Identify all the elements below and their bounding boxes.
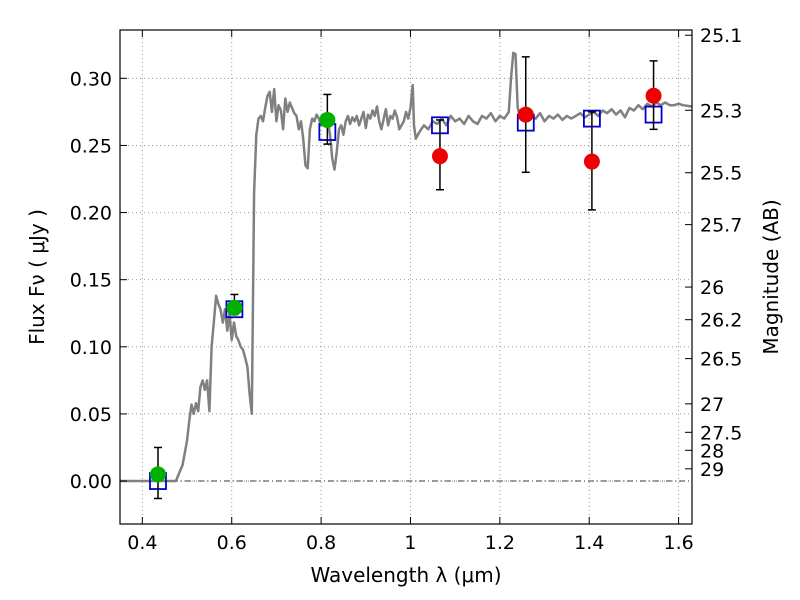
y-tick-label: 0.15 — [70, 270, 112, 292]
x-tick-label: 1.4 — [574, 532, 604, 554]
spectrum-series — [120, 51, 693, 483]
spectrum-line — [120, 51, 693, 483]
y-tick-label: 0.00 — [70, 471, 112, 493]
green-point — [319, 111, 336, 128]
y-tick-label: 0.20 — [70, 203, 112, 225]
x-tick-label: 1.6 — [663, 532, 693, 554]
red-point — [517, 106, 534, 123]
y-tick-label: 0.25 — [70, 135, 112, 157]
red-point — [645, 87, 662, 104]
y2-tick-label: 26 — [700, 277, 724, 299]
y2-tick-label: 27 — [700, 394, 724, 416]
observed-series — [149, 56, 662, 500]
green-point — [149, 466, 166, 483]
grid — [120, 30, 692, 524]
red-point — [583, 153, 600, 170]
x-tick-label: 0.6 — [217, 532, 247, 554]
y-axis: 0.00 0.05 0.10 0.15 0.20 0.25 0.30 — [70, 68, 127, 493]
y2-tick-label: 29 — [700, 459, 724, 481]
y-axis-title: Flux Fν ( μJy ) — [25, 209, 49, 345]
y2-tick-label: 25.7 — [700, 215, 742, 237]
y-tick-label: 0.10 — [70, 337, 112, 359]
x-axis-title: Wavelength λ (μm) — [310, 563, 501, 587]
y2-tick-label: 25.1 — [700, 25, 742, 47]
plot-frame — [119, 29, 693, 525]
green-point — [226, 299, 243, 316]
y-tick-label: 0.30 — [70, 68, 112, 90]
red-point — [431, 148, 448, 165]
y-tick-label: 0.05 — [70, 404, 112, 426]
y2-tick-label: 26.5 — [700, 349, 742, 371]
y2-tick-label: 25.5 — [700, 163, 742, 185]
y2-tick-label: 28 — [700, 440, 724, 462]
y2-tick-label: 27.5 — [700, 422, 742, 444]
x-axis: 0.4 0.6 0.8 1 1.2 1.4 1.6 — [127, 30, 694, 554]
x-tick-label: 0.4 — [127, 532, 157, 554]
y2-tick-label: 25.3 — [700, 100, 742, 122]
x-tick-label: 1 — [404, 532, 416, 554]
x-tick-label: 1.2 — [485, 532, 515, 554]
x-tick-label: 0.8 — [306, 532, 336, 554]
y2-axis-title: Magnitude (AB) — [759, 199, 783, 354]
y2-tick-label: 26.2 — [700, 310, 742, 332]
